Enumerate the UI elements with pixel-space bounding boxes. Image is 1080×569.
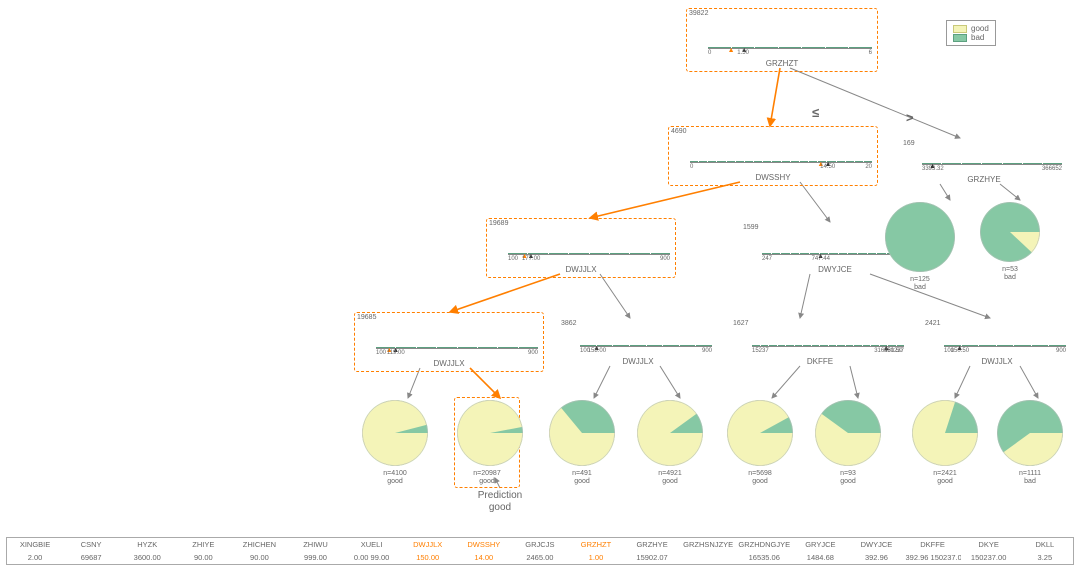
col-GRZHDNGJYE: GRZHDNGJYE bbox=[736, 538, 792, 551]
col-GRZHZT: GRZHZT bbox=[568, 538, 624, 551]
col-GRYJCE: GRYJCE bbox=[792, 538, 848, 551]
col-CSNY: CSNY bbox=[63, 538, 119, 551]
col-XUELI: XUELI bbox=[344, 538, 400, 551]
col-HYZK: HYZK bbox=[119, 538, 175, 551]
col-GRZHYE: GRZHYE bbox=[624, 538, 680, 551]
col-DKFFE: DKFFE bbox=[905, 538, 961, 551]
col-GRZHSNJZYE: GRZHSNJZYE bbox=[680, 538, 736, 551]
col-DWSSHY: DWSSHY bbox=[456, 538, 512, 551]
col-XINGBIE: XINGBIE bbox=[7, 538, 63, 551]
feature-table: XINGBIECSNYHYZKZHIYEZHICHENZHIWUXUELIDWJ… bbox=[6, 537, 1074, 565]
col-DWYJCE: DWYJCE bbox=[848, 538, 904, 551]
pie-p_dwjjlx4_r: n=1111bad bbox=[997, 400, 1063, 485]
split-label: ≤ bbox=[812, 105, 819, 120]
tree-node-dwjjlx2: 19685100900▲▲119.00DWJJLX bbox=[354, 312, 544, 372]
col-DKLL: DKLL bbox=[1017, 538, 1073, 551]
tree-node-dwsshy: 4690020▲▲14.50DWSSHY bbox=[668, 126, 878, 186]
pie-p_dkffe_l: n=5698good bbox=[727, 400, 793, 485]
tree-node-root: 3982206▲▲1.50GRZHZT bbox=[686, 8, 878, 72]
prediction-value: good bbox=[478, 502, 522, 514]
tree-node-dkffe: 162715237350237▲316481.50DKFFE bbox=[730, 318, 910, 370]
pie-p_dwjjlx2_r: n=20987good bbox=[454, 397, 520, 488]
pie-p_dwjjlx2_l: n=4100good bbox=[362, 400, 428, 485]
col-ZHIYE: ZHIYE bbox=[175, 538, 231, 551]
tree-node-dwjjlx1: 19689100900▲▲177.00DWJJLX bbox=[486, 218, 676, 278]
col-ZHICHEN: ZHICHEN bbox=[231, 538, 287, 551]
tree-canvas: ≤ >3982206▲▲1.50GRZHZT 4690020▲▲14.50DWSSH… bbox=[0, 0, 1080, 569]
pie-p_grzhye_l: n=125bad bbox=[885, 202, 955, 291]
legend: goodbad bbox=[946, 20, 996, 46]
pie-p_dwjjlx3_l: n=491good bbox=[549, 400, 615, 485]
pie-p_grzhye_r: n=53bad bbox=[980, 202, 1040, 281]
prediction-title: Prediction bbox=[478, 490, 522, 502]
col-GRJCJS: GRJCJS bbox=[512, 538, 568, 551]
tree-node-dwjjlx4: 2421100900▲150.50DWJJLX bbox=[922, 318, 1072, 370]
pie-p_dwjjlx3_r: n=4921good bbox=[637, 400, 703, 485]
pie-p_dwjjlx4_l: n=2421good bbox=[912, 400, 978, 485]
tree-node-dwjjlx3: 3862100900▲158.00DWJJLX bbox=[558, 318, 718, 370]
split-label: > bbox=[906, 110, 914, 125]
tree-node-grzhye: 1693393.32366652▲GRZHYE bbox=[900, 138, 1068, 188]
col-DWJJLX: DWJJLX bbox=[400, 538, 456, 551]
col-ZHIWU: ZHIWU bbox=[287, 538, 343, 551]
col-DKYE: DKYE bbox=[961, 538, 1017, 551]
prediction-label: Prediction good bbox=[478, 490, 522, 514]
pie-p_dkffe_r: n=93good bbox=[815, 400, 881, 485]
